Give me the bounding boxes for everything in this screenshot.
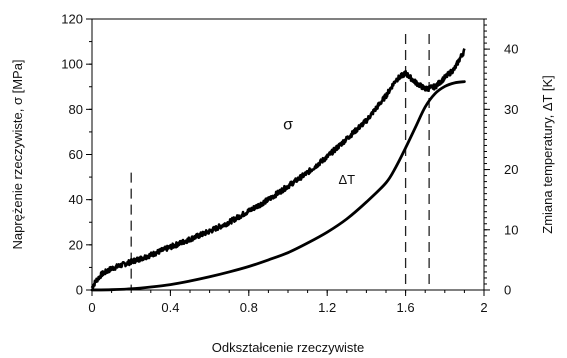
x-tick-label: 1.6	[397, 300, 415, 315]
y-left-tick-label: 100	[61, 57, 83, 72]
y-right-tick-label: 40	[504, 42, 518, 57]
y-right-tick-label: 10	[504, 222, 518, 237]
y-right-tick-label: 30	[504, 102, 518, 117]
vertical-markers	[130, 34, 430, 290]
plot-frame	[91, 18, 485, 291]
x-tick-label: 0	[88, 300, 95, 315]
x-axis-ticks: 0 0.4 0.8 1.2 1.6 2	[88, 290, 488, 315]
y-right-tick-label: 0	[504, 283, 511, 298]
y-left-tick-label: 80	[69, 102, 83, 117]
y-right-tick-label: 20	[504, 162, 518, 177]
y-left-tick-label: 20	[69, 237, 83, 252]
y-right-axis-title: Zmiana temperatury, ΔT [K]	[540, 75, 555, 233]
y-left-tick-label: 60	[69, 147, 83, 162]
series-layer	[90, 48, 466, 292]
sigma-curve-label: σ	[283, 117, 293, 134]
x-axis-title: Odkształcenie rzeczywiste	[212, 340, 364, 355]
x-tick-label: 0.4	[161, 300, 179, 315]
y-left-tick-label: 40	[69, 192, 83, 207]
x-tick-label: 1.2	[318, 300, 336, 315]
y-left-axis-title: Naprężenie rzeczywiste, σ [MPa]	[10, 59, 25, 249]
y-left-axis-ticks: 0 20 40 60 80 100 120	[61, 12, 92, 298]
y-right-axis-ticks: 0 10 20 30 40	[484, 18, 518, 298]
delta-t-curve-label: ΔT	[338, 172, 355, 187]
y-left-tick-label: 0	[76, 283, 83, 298]
series-line-delta-t	[90, 80, 466, 292]
x-tick-label: 2	[480, 300, 487, 315]
x-tick-label: 0.8	[240, 300, 258, 315]
y-left-tick-label: 120	[61, 12, 83, 27]
series-line-sigma	[90, 48, 466, 290]
